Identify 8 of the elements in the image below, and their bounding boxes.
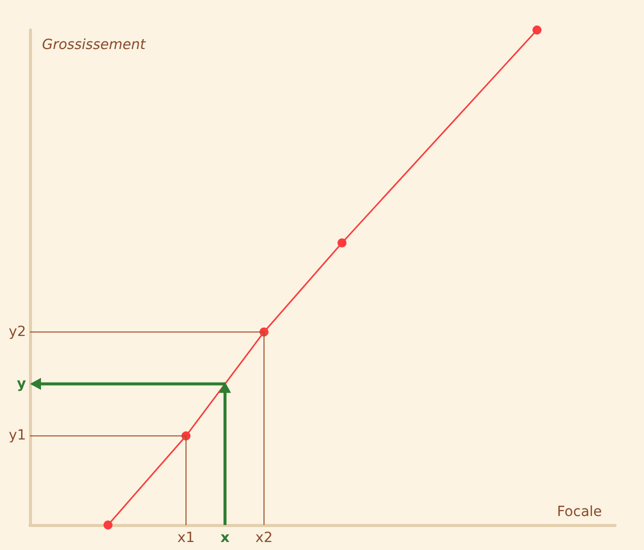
x-tick-label: x — [220, 530, 230, 546]
x-tick-label: x2 — [255, 530, 273, 546]
x-tick-label: x1 — [177, 530, 195, 546]
text: y — [16, 376, 26, 392]
x-axis-title: Focale — [557, 504, 602, 520]
y-axis-title: Grossissement — [42, 37, 146, 53]
text: y2 — [8, 324, 26, 340]
text: y1 — [8, 428, 26, 444]
